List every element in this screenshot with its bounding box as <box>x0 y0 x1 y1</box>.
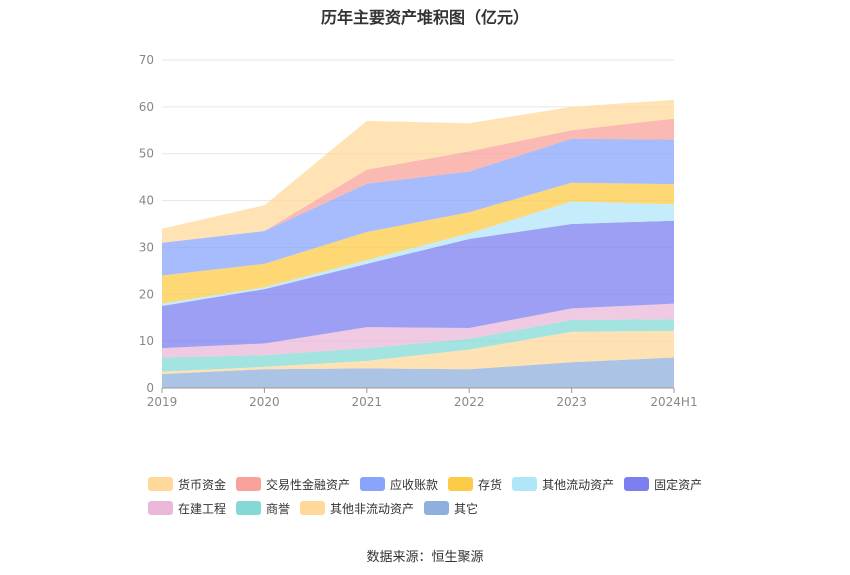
legend-swatch <box>424 501 450 515</box>
y-tick-label: 60 <box>139 100 154 114</box>
legend-swatch <box>512 477 538 491</box>
area-series-9 <box>162 99 674 243</box>
area-series-3 <box>162 303 674 358</box>
legend-label: 存货 <box>478 477 503 492</box>
legend-item[interactable]: 其他非流动资产 <box>300 500 414 517</box>
x-tick-label: 2023 <box>556 395 587 409</box>
legend-item[interactable]: 其它 <box>424 500 478 517</box>
legend-item[interactable]: 货币资金 <box>148 476 226 493</box>
legend-label: 在建工程 <box>178 501 227 516</box>
y-tick-label: 30 <box>139 240 154 254</box>
area-series-2 <box>162 319 674 372</box>
legend-item[interactable]: 交易性金融资产 <box>236 476 350 493</box>
legend-swatch <box>148 501 173 515</box>
x-tick-label: 2024H1 <box>650 395 697 409</box>
legend-swatch <box>448 477 474 491</box>
y-tick-label: 0 <box>146 381 154 395</box>
y-tick-label: 50 <box>139 147 154 161</box>
area-series-4 <box>162 220 674 349</box>
legend-label: 应收账款 <box>390 477 439 492</box>
data-source: 数据来源：恒生聚源 <box>366 550 484 565</box>
legend-label: 其他流动资产 <box>542 477 615 492</box>
legend-row-1: 货币资金 交易性金融资产 应收账款 存货 其他流动资产 固定资产 <box>148 472 748 496</box>
legend-item[interactable]: 其他流动资产 <box>512 476 614 493</box>
legend-label: 交易性金融资产 <box>266 477 351 492</box>
y-tick-label: 40 <box>139 194 154 208</box>
legend-item[interactable]: 存货 <box>448 476 502 493</box>
x-tick-label: 2019 <box>147 395 178 409</box>
legend-item[interactable]: 在建工程 <box>148 500 226 517</box>
chart-legend: 货币资金 交易性金融资产 应收账款 存货 其他流动资产 固定资产 在建工程 商誉 其他非流动资… <box>148 472 748 520</box>
legend-swatch <box>236 477 262 491</box>
area-series-8 <box>162 118 674 243</box>
area-series-0 <box>162 357 674 388</box>
legend-label: 其他非流动资产 <box>330 501 415 516</box>
legend-swatch <box>300 501 326 515</box>
x-tick-label: 2021 <box>352 395 383 409</box>
stacked-area-chart: 0 10 20 30 40 50 60 70 2019 2020 2021 2022 2023 2024H… <box>139 53 698 409</box>
legend-label: 商誉 <box>266 501 291 516</box>
legend-swatch <box>236 501 262 515</box>
y-tick-label: 10 <box>139 334 154 348</box>
legend-swatch <box>360 477 386 491</box>
legend-label: 固定资产 <box>654 477 703 492</box>
y-tick-label: 20 <box>139 287 154 301</box>
legend-swatch <box>148 477 173 491</box>
area-series-6 <box>162 182 674 304</box>
legend-item[interactable]: 固定资产 <box>624 476 702 493</box>
area-series-5 <box>162 201 674 306</box>
x-tick-label: 2022 <box>454 395 485 409</box>
x-tick-label: 2020 <box>249 395 280 409</box>
area-series-7 <box>162 138 674 276</box>
legend-label: 货币资金 <box>178 477 227 492</box>
chart-title: 历年主要资产堆积图（亿元） <box>320 8 529 27</box>
legend-item[interactable]: 应收账款 <box>360 476 438 493</box>
legend-item[interactable]: 商誉 <box>236 500 290 517</box>
legend-label: 其它 <box>454 501 479 516</box>
y-tick-label: 70 <box>139 53 154 67</box>
legend-swatch <box>624 477 650 491</box>
legend-row-2: 在建工程 商誉 其他非流动资产 其它 <box>148 496 748 520</box>
area-series-1 <box>162 330 674 374</box>
